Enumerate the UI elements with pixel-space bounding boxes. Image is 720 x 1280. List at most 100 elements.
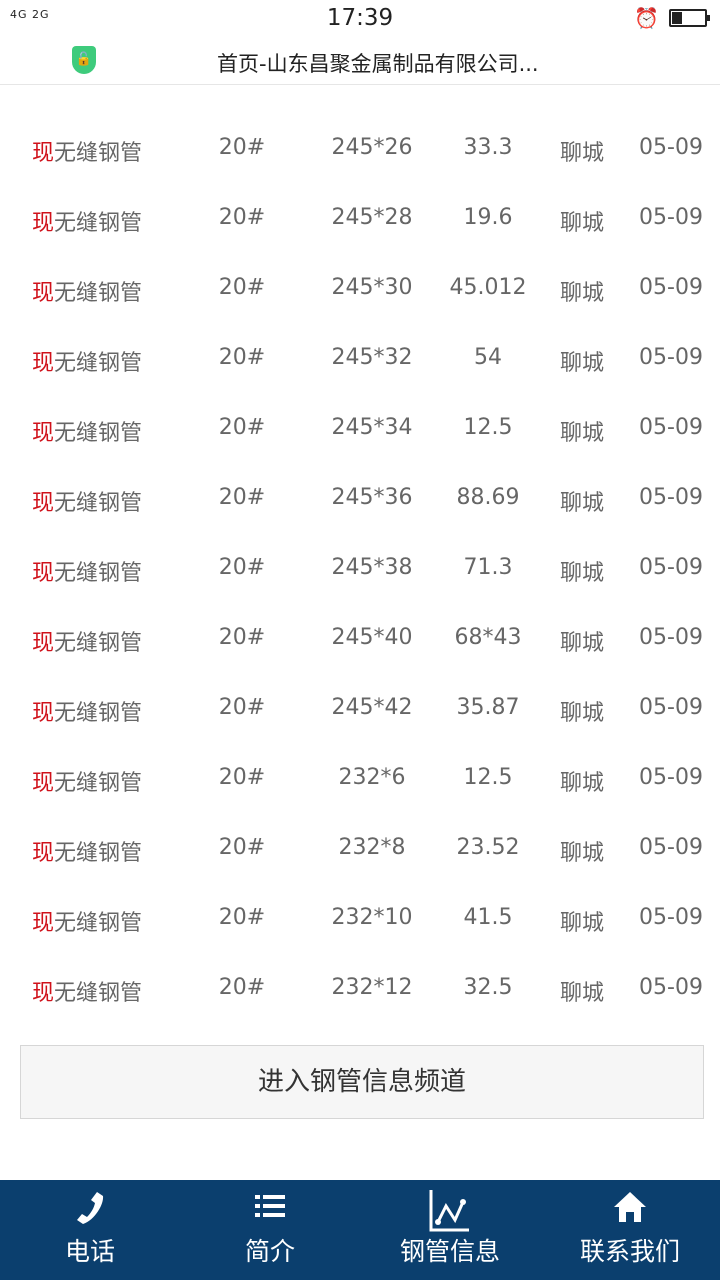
nav-intro[interactable]: 简介 [180,1180,360,1280]
nav-pipe-info[interactable]: 钢管信息 [360,1180,540,1280]
clock: 17:39 [326,5,394,31]
table-row[interactable]: 现无缝钢管 20# 245*28 19.6 聊城 05-09 [0,183,720,253]
table-row[interactable]: 现无缝钢管 20# 245*36 88.69 聊城 05-09 [0,463,720,533]
nav-phone[interactable]: 电话 [0,1180,180,1280]
nav-label: 电话 [64,1237,115,1266]
spec: 245*28 [331,205,413,230]
in-stock-tag: 现 [31,841,54,866]
spec: 232*6 [338,765,406,790]
in-stock-tag: 现 [31,911,54,936]
product-name[interactable]: 现无缝钢管 [31,841,143,866]
grade: 20# [218,135,266,160]
spec: 232*8 [338,835,406,860]
nav-contact[interactable]: 联系我们 [540,1180,720,1280]
product-name[interactable]: 现无缝钢管 [31,981,143,1006]
grade: 20# [218,275,266,300]
product-name[interactable]: 现无缝钢管 [31,141,143,166]
weight: 33.3 [463,135,513,160]
weight: 45.012 [449,275,527,300]
place: 聊城 [559,771,605,796]
weight: 32.5 [463,975,513,1000]
place: 聊城 [559,981,605,1006]
date: 05-09 [639,485,703,510]
product-name[interactable]: 现无缝钢管 [31,211,143,236]
in-stock-tag: 现 [31,141,54,166]
line-chart-icon [360,1180,540,1232]
in-stock-tag: 现 [31,631,54,656]
nav-label: 联系我们 [579,1237,680,1266]
product-name[interactable]: 现无缝钢管 [31,491,143,516]
product-name[interactable]: 现无缝钢管 [31,351,143,376]
table-row[interactable]: 现无缝钢管 20# 245*34 12.5 聊城 05-09 [0,393,720,463]
product-name[interactable]: 现无缝钢管 [31,911,143,936]
in-stock-tag: 现 [31,561,54,586]
spec: 245*34 [331,415,413,440]
weight: 23.52 [456,835,520,860]
grade: 20# [218,485,266,510]
in-stock-tag: 现 [31,701,54,726]
grade: 20# [218,975,266,1000]
in-stock-tag: 现 [31,211,54,236]
grade: 20# [218,905,266,930]
table-row[interactable]: 现无缝钢管 20# 232*10 41.5 聊城 05-09 [0,883,720,953]
weight: 54 [474,345,502,370]
date: 05-09 [639,695,703,720]
date: 05-09 [639,905,703,930]
phone-icon [0,1180,180,1232]
table-row[interactable]: 现无缝钢管 20# 232*8 23.52 聊城 05-09 [0,813,720,883]
spec: 245*32 [331,345,413,370]
status-bar: 4G 2G 17:39 ⏰ [0,0,720,38]
date: 05-09 [639,135,703,160]
place: 聊城 [559,911,605,936]
home-icon [540,1180,720,1232]
spec: 245*36 [331,485,413,510]
battery-icon [669,9,710,27]
in-stock-tag: 现 [31,981,54,1006]
product-name[interactable]: 现无缝钢管 [31,701,143,726]
product-list: 现无缝钢管 20# 245*26 33.3 聊城 05-09 现无缝钢管 20# … [0,113,720,1023]
table-row[interactable]: 现无缝钢管 20# 245*42 35.87 聊城 05-09 [0,673,720,743]
date: 05-09 [639,205,703,230]
product-name[interactable]: 现无缝钢管 [31,631,143,656]
date: 05-09 [639,835,703,860]
table-row[interactable]: 现无缝钢管 20# 245*26 33.3 聊城 05-09 [0,113,720,183]
in-stock-tag: 现 [31,771,54,796]
date: 05-09 [639,625,703,650]
product-name[interactable]: 现无缝钢管 [31,561,143,586]
in-stock-tag: 现 [31,491,54,516]
grade: 20# [218,555,266,580]
address-bar[interactable]: 🔓 首页-山东昌聚金属制品有限公司... [0,38,720,85]
weight: 41.5 [463,905,513,930]
table-row[interactable]: 现无缝钢管 20# 232*12 32.5 聊城 05-09 [0,953,720,1023]
place: 聊城 [559,351,605,376]
date: 05-09 [639,345,703,370]
place: 聊城 [559,491,605,516]
grade: 20# [218,835,266,860]
place: 聊城 [559,141,605,166]
signal-icon: 4G 2G [10,8,50,21]
in-stock-tag: 现 [31,421,54,446]
weight: 12.5 [463,765,513,790]
place: 聊城 [559,281,605,306]
place: 聊城 [559,211,605,236]
table-row[interactable]: 现无缝钢管 20# 245*38 71.3 聊城 05-09 [0,533,720,603]
weight: 88.69 [456,485,520,510]
product-name[interactable]: 现无缝钢管 [31,281,143,306]
security-shield-icon[interactable]: 🔓 [72,46,96,74]
table-row[interactable]: 现无缝钢管 20# 232*6 12.5 聊城 05-09 [0,743,720,813]
product-name[interactable]: 现无缝钢管 [31,771,143,796]
table-row[interactable]: 现无缝钢管 20# 245*32 54 聊城 05-09 [0,323,720,393]
spec: 245*38 [331,555,413,580]
weight: 68*43 [454,625,522,650]
product-name[interactable]: 现无缝钢管 [31,421,143,446]
grade: 20# [218,625,266,650]
place: 聊城 [559,631,605,656]
weight: 35.87 [456,695,520,720]
spec: 245*40 [331,625,413,650]
table-row[interactable]: 现无缝钢管 20# 245*40 68*43 聊城 05-09 [0,603,720,673]
alarm-icon: ⏰ [634,6,659,30]
in-stock-tag: 现 [31,281,54,306]
table-row[interactable]: 现无缝钢管 20# 245*30 45.012 聊城 05-09 [0,253,720,323]
enter-channel-button[interactable]: 进入钢管信息频道 [20,1045,704,1119]
spec: 245*26 [331,135,413,160]
